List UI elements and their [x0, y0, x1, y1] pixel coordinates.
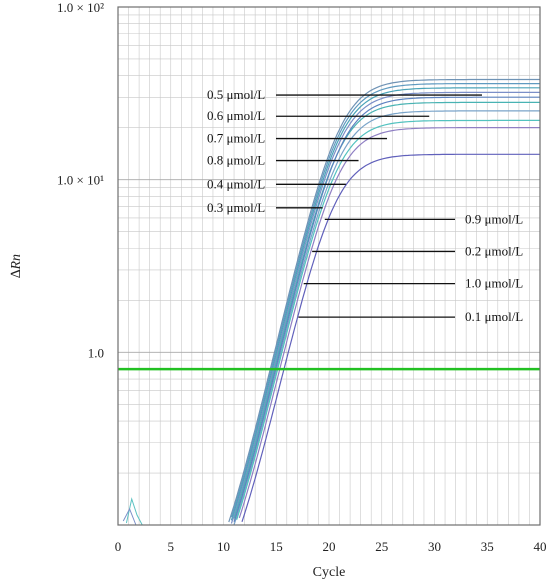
annotation-label: 0.3 μmol/L: [207, 200, 265, 215]
x-tick-label: 20: [323, 539, 336, 554]
series-line: [233, 96, 540, 522]
x-tick-label: 5: [168, 539, 175, 554]
amplification-curves: [122, 78, 540, 526]
series-line: [236, 119, 540, 520]
y-tick-labels: 1.0 × 10² 1.0 × 10¹ 1.0: [57, 0, 104, 360]
series-line: [230, 91, 540, 524]
annotation-label: 0.8 μmol/L: [207, 153, 265, 168]
concentration-annotations: 0.5 μmol/L 0.6 μmol/L 0.7 μmol/L 0.8 μmol/L…: [207, 87, 523, 324]
x-tick-label: 30: [428, 539, 441, 554]
y-tick-label: 1.0 × 10¹: [57, 173, 104, 188]
annotation-label: 0.5 μmol/L: [207, 87, 265, 102]
x-axis-label: Cycle: [313, 565, 346, 580]
annotation-label: 0.2 μmol/L: [465, 243, 523, 258]
y-tick-label: 1.0 × 10²: [57, 0, 104, 15]
plot-frame: [117, 6, 541, 526]
annotation-label: 0.9 μmol/L: [465, 211, 523, 226]
x-tick-label: 25: [375, 539, 388, 554]
annotation-label: 0.4 μmol/L: [207, 176, 265, 191]
series-line: [238, 126, 540, 519]
series-line: [241, 153, 540, 522]
annotation-label: 1.0 μmol/L: [465, 276, 523, 291]
x-tick-label: 0: [115, 539, 122, 554]
series-line: [228, 78, 540, 523]
series-line: [230, 87, 540, 521]
series-line: [233, 101, 540, 519]
x-tick-label: 35: [481, 539, 494, 554]
y-tick-label: 1.0: [88, 345, 104, 360]
annotation-label: 0.1 μmol/L: [465, 309, 523, 324]
series-line: [230, 82, 540, 518]
x-tick-label: 15: [270, 539, 283, 554]
annotation-label: 0.6 μmol/L: [207, 108, 265, 123]
series-line: [233, 110, 540, 525]
x-tick-labels: 0 5 10 15 20 25 30 35 40: [115, 539, 547, 554]
annotation-label: 0.7 μmol/L: [207, 131, 265, 146]
baseline-noise: [122, 507, 137, 526]
x-tick-label: 40: [534, 539, 547, 554]
x-tick-label: 10: [217, 539, 230, 554]
grid: [118, 7, 540, 525]
y-axis-label: ∆Rn: [9, 254, 24, 278]
